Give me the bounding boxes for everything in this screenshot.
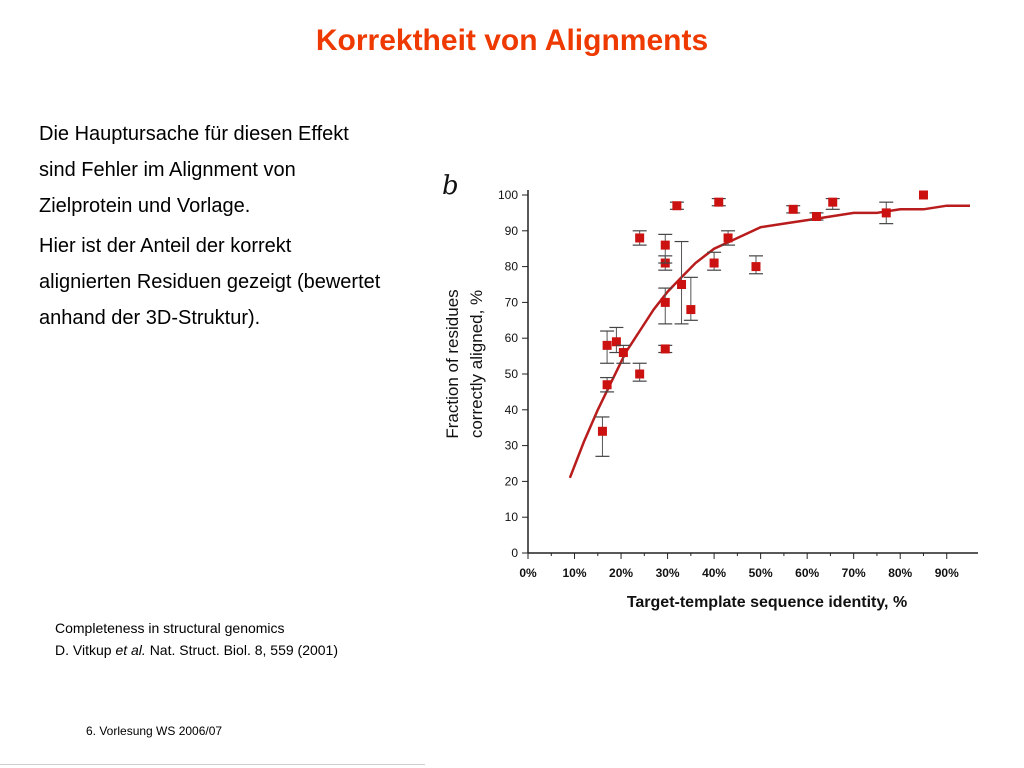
paragraph-chart-description: Hier ist der Anteil der korrekt alignier… <box>39 235 381 329</box>
data-point-marker <box>635 369 645 379</box>
paragraph-cause: Die Hauptursache für diesen Effekt sind … <box>39 123 349 217</box>
y-axis-label-line2: correctly aligned, % <box>467 290 486 438</box>
y-tick-label: 60 <box>505 331 519 345</box>
y-tick-label: 50 <box>505 367 519 381</box>
data-point-marker <box>660 297 670 307</box>
x-tick-label: 40% <box>702 566 726 580</box>
citation-journal: Nat. Struct. Biol. 8, 559 (2001) <box>149 642 339 658</box>
data-point-marker <box>602 340 612 350</box>
data-point-marker <box>686 305 696 315</box>
identity-accuracy-chart: b 0 10 20 30 40 50 60 70 80 90 100 0% 10% 20% 30% 40% 50… <box>442 171 978 611</box>
data-point-marker <box>660 344 670 354</box>
y-tick-label: 90 <box>505 224 519 238</box>
data-point-marker <box>672 201 682 211</box>
data-point <box>600 330 615 364</box>
y-tick-label: 100 <box>498 188 518 202</box>
footer-divider <box>0 764 425 765</box>
data-point <box>658 233 673 264</box>
data-point <box>683 276 698 321</box>
x-tick-label: 0% <box>519 566 537 580</box>
data-point <box>721 230 736 246</box>
data-points-layer <box>595 190 928 457</box>
citation-title: Completeness in structural genomics <box>55 620 285 636</box>
citation-etal: et al. <box>115 642 146 658</box>
x-tick-label: 10% <box>563 566 587 580</box>
y-tick-label: 0 <box>511 546 518 560</box>
data-point-marker <box>611 337 621 347</box>
slide-title: Korrektheit von Alignments <box>315 24 709 57</box>
x-tick-label: 60% <box>795 566 819 580</box>
data-point <box>600 376 615 393</box>
y-tick-label: 30 <box>505 439 519 453</box>
data-point-marker <box>751 262 761 272</box>
data-point <box>658 287 673 325</box>
data-point-marker <box>714 197 724 207</box>
fit-curve <box>568 204 970 479</box>
data-point <box>825 197 840 210</box>
data-point-marker <box>828 197 838 207</box>
data-point-marker <box>918 190 928 200</box>
x-axis-label: Target-template sequence identity, % <box>627 594 907 611</box>
x-tick-label: 50% <box>749 566 773 580</box>
data-point <box>595 416 610 457</box>
data-point <box>658 344 673 354</box>
y-tick-label: 80 <box>505 260 519 274</box>
x-tick-label: 20% <box>609 566 633 580</box>
data-point-marker <box>723 233 733 243</box>
data-point-marker <box>618 348 628 358</box>
citation-reference: D. Vitkup et al. Nat. Struct. Biol. 8, 5… <box>55 639 338 661</box>
citation-authors: D. Vitkup <box>55 642 112 658</box>
data-point-marker <box>811 211 821 221</box>
data-point <box>786 204 801 214</box>
data-point <box>632 362 647 382</box>
y-tick-label: 40 <box>505 403 519 417</box>
data-point <box>711 197 726 207</box>
x-tick-label: 70% <box>842 566 866 580</box>
data-point <box>809 211 824 221</box>
data-point-marker <box>881 208 891 218</box>
x-tick-label: 90% <box>935 566 959 580</box>
data-point <box>707 251 722 271</box>
footer-text: 6. Vorlesung WS 2006/07 <box>86 724 223 738</box>
data-point-marker <box>635 233 645 243</box>
data-point-marker <box>677 280 687 289</box>
panel-label: b <box>442 171 459 201</box>
body-text: Die Hauptursache für diesen Effekt sind … <box>39 116 389 340</box>
fit-curve-layer <box>568 204 970 479</box>
y-tick-label: 70 <box>505 295 519 309</box>
data-point <box>616 344 631 364</box>
data-point-marker <box>597 426 607 436</box>
data-point <box>632 230 647 246</box>
x-tick-label: 80% <box>888 566 912 580</box>
data-point-marker <box>709 258 719 268</box>
data-point <box>674 240 689 325</box>
data-point-marker <box>788 204 798 214</box>
y-axis-label-line1: Fraction of residues <box>443 289 462 438</box>
y-tick-label: 20 <box>505 474 519 488</box>
data-point-marker <box>602 380 612 390</box>
data-point <box>669 201 684 211</box>
y-tick-label: 10 <box>505 510 519 524</box>
data-point <box>748 255 763 275</box>
data-point <box>918 190 928 200</box>
data-point-marker <box>660 240 670 250</box>
chart-axes: 0 10 20 30 40 50 60 70 80 90 100 0% 10% 20% 30% 40% 50% 6… <box>498 188 978 580</box>
data-point <box>879 201 894 225</box>
x-tick-label: 30% <box>656 566 680 580</box>
citation: Completeness in structural genomics D. V… <box>55 617 338 661</box>
